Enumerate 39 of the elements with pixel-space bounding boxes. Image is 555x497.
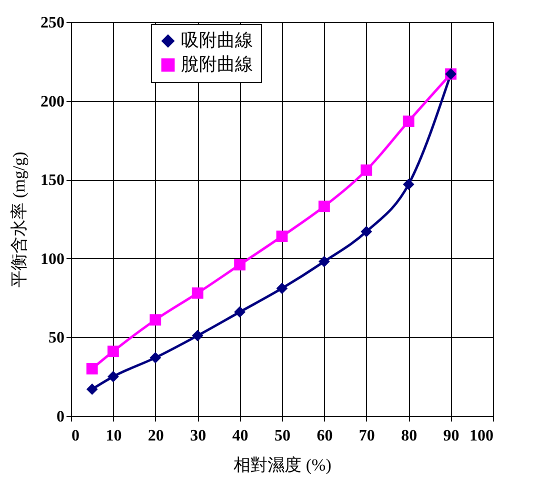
point [402, 178, 414, 190]
point [234, 259, 246, 270]
x-axis-title: 相對濕度 (%) [234, 456, 332, 474]
x-tick-label: 60 [316, 428, 333, 444]
y-tick-label: 50 [48, 330, 64, 347]
point [192, 330, 204, 342]
point [108, 370, 119, 382]
y-tick-label: 0 [56, 408, 64, 426]
x-tick-label: 10 [106, 428, 122, 444]
y-tick-label: 150 [40, 172, 64, 190]
y-tick-label: 250 [40, 14, 64, 32]
y-tick-label: 100 [40, 250, 64, 268]
point [360, 164, 372, 176]
point [150, 352, 162, 364]
y-tick-label: 200 [40, 93, 64, 110]
x-tick-label: 100 [470, 428, 494, 444]
point [234, 306, 246, 318]
legend-label: 吸附曲線 [181, 30, 253, 50]
point [276, 282, 288, 294]
point [86, 363, 98, 374]
point [276, 230, 288, 242]
point [108, 346, 119, 358]
x-tick-label: 50 [274, 428, 290, 444]
x-tick-label: 80 [401, 428, 418, 444]
point [150, 314, 162, 326]
x-tick-label: 70 [358, 428, 375, 444]
x-tick-label: 0 [72, 428, 80, 444]
y-axis-title: 平衡含水率 (mg/g) [10, 152, 28, 288]
x-tick-label: 30 [190, 428, 206, 444]
x-tick-label: 20 [148, 428, 164, 444]
point [86, 384, 98, 395]
x-tick-label: 40 [232, 428, 248, 444]
point [360, 226, 372, 238]
legend-label: 脫附曲線 [181, 54, 253, 74]
point [318, 256, 330, 268]
point [402, 116, 414, 127]
point [192, 287, 204, 299]
point [318, 200, 330, 212]
x-tick-label: 90 [443, 428, 460, 444]
